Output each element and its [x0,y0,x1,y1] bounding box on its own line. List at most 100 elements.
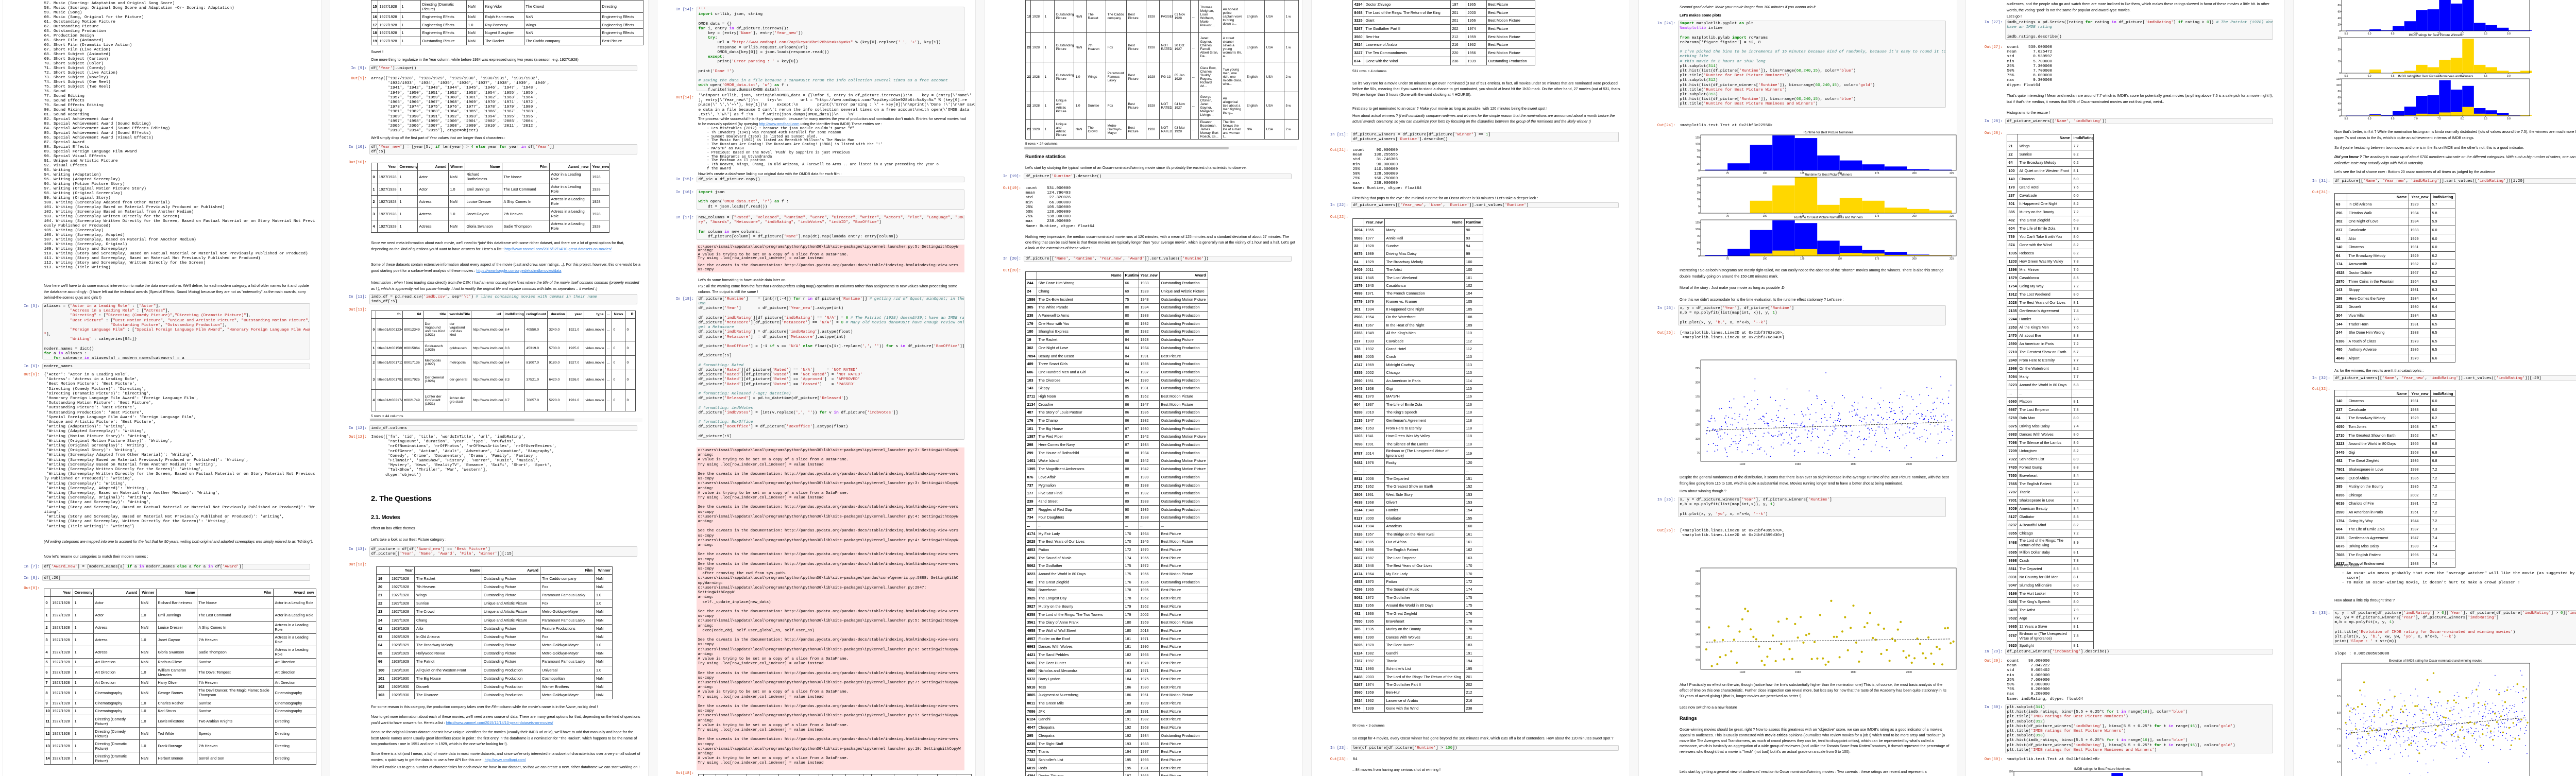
svg-text:Runtime for Best Picture Nomin: Runtime for Best Picture Nominees and Wi… [1794,216,1862,219]
svg-text:120: 120 [2336,78,2341,81]
svg-text:225: 225 [1696,367,1700,370]
svg-text:125: 125 [1696,221,1700,225]
svg-text:1960: 1960 [1795,463,1801,466]
svg-text:75: 75 [1697,452,1700,455]
svg-text:25: 25 [1697,163,1700,166]
svg-text:7.0: 7.0 [2414,32,2418,36]
svg-text:Evolution of IMDB rating for O: Evolution of IMDB rating for Oscar-nomin… [2389,659,2482,663]
svg-text:80: 80 [2337,90,2341,93]
svg-text:140: 140 [1696,633,1700,636]
svg-text:8.5: 8.5 [2484,32,2487,36]
svg-text:2000: 2000 [1906,463,1912,466]
svg-text:75: 75 [1726,172,1729,175]
svg-text:50: 50 [1697,156,1700,159]
svg-text:10: 10 [2337,60,2341,63]
svg-text:125: 125 [1696,424,1700,427]
svg-text:0: 0 [1698,255,1700,258]
svg-text:120: 120 [2009,770,2013,773]
svg-text:7.5: 7.5 [2337,728,2341,731]
svg-text:7.0: 7.0 [2414,75,2418,78]
svg-text:60: 60 [2337,96,2341,99]
svg-text:2000: 2000 [1906,671,1912,674]
svg-text:9.0: 9.0 [2507,117,2511,120]
svg-text:175: 175 [1875,257,1879,261]
svg-text:225: 225 [1950,257,1954,261]
svg-text:20: 20 [2337,48,2341,51]
svg-text:25: 25 [1697,248,1700,251]
svg-text:150: 150 [1838,215,1842,218]
svg-text:100: 100 [1763,257,1768,261]
svg-text:5.5: 5.5 [2345,117,2348,120]
svg-text:100: 100 [1696,228,1700,231]
svg-text:40: 40 [2337,102,2341,106]
svg-text:6.0: 6.0 [2368,75,2371,78]
svg-text:100: 100 [1696,659,1700,662]
svg-text:9.0: 9.0 [2337,679,2341,682]
svg-text:1940: 1940 [1739,463,1745,466]
svg-text:75: 75 [1726,257,1729,261]
svg-text:220: 220 [1696,583,1700,586]
svg-text:15: 15 [1697,191,1700,194]
svg-text:150: 150 [1696,409,1700,412]
svg-text:50: 50 [1697,242,1700,245]
svg-text:60: 60 [2337,10,2341,13]
svg-text:100: 100 [1763,215,1768,218]
svg-text:100: 100 [2336,0,2341,1]
svg-text:6.5: 6.5 [2391,32,2395,36]
svg-text:180: 180 [1696,608,1700,611]
svg-text:225: 225 [1950,215,1954,218]
svg-text:5.5: 5.5 [2345,32,2348,36]
svg-text:Runtime for Best Picture Nomin: Runtime for Best Picture Nominees [1804,131,1854,134]
svg-text:1980: 1980 [1851,463,1856,466]
svg-text:6.0: 6.0 [2368,117,2371,120]
svg-text:160: 160 [1696,621,1700,624]
svg-text:25: 25 [1697,178,1700,181]
svg-text:30: 30 [2337,37,2341,40]
svg-text:125: 125 [1800,215,1805,218]
svg-text:240: 240 [1696,570,1700,573]
svg-text:IMDB ratings for Best Picture: IMDB ratings for Best Picture Winners [2409,33,2462,37]
svg-text:5: 5 [1698,205,1700,208]
svg-text:175: 175 [1875,172,1879,175]
svg-text:9.0: 9.0 [2507,75,2511,78]
svg-text:75: 75 [1697,150,1700,153]
svg-text:8.5: 8.5 [2337,695,2341,698]
svg-text:7.0: 7.0 [2414,117,2418,120]
svg-text:10: 10 [1697,198,1700,201]
svg-text:150: 150 [1838,172,1842,175]
svg-text:80: 80 [2337,4,2341,7]
svg-text:9.0: 9.0 [2507,32,2511,36]
svg-text:125: 125 [1800,172,1805,175]
svg-text:200: 200 [1912,257,1917,261]
svg-text:20: 20 [2337,23,2341,26]
svg-text:0: 0 [2339,30,2341,33]
svg-text:20: 20 [1697,184,1700,187]
svg-text:Runtime for Best Picture Winne: Runtime for Best Picture Winners [1805,173,1852,177]
svg-text:225: 225 [1950,172,1954,175]
svg-text:20: 20 [2337,109,2341,112]
svg-text:8.0: 8.0 [2461,32,2464,36]
svg-text:1980: 1980 [1851,671,1856,674]
svg-text:40: 40 [2337,17,2341,20]
svg-text:8.5: 8.5 [2484,117,2487,120]
svg-text:7.5: 7.5 [2437,117,2441,120]
svg-text:125: 125 [1800,257,1805,261]
svg-text:1940: 1940 [1739,671,1745,674]
svg-text:6.5: 6.5 [2391,75,2395,78]
svg-text:8.0: 8.0 [2461,117,2464,120]
svg-text:8.0: 8.0 [2461,75,2464,78]
svg-text:175: 175 [1696,395,1700,399]
svg-text:200: 200 [1912,215,1917,218]
svg-text:100: 100 [1696,143,1700,146]
svg-text:120: 120 [1696,646,1700,649]
svg-text:100: 100 [2336,84,2341,87]
svg-text:7.5: 7.5 [2437,32,2441,36]
svg-text:100: 100 [1696,438,1700,441]
svg-text:5.5: 5.5 [2345,75,2348,78]
svg-text:125: 125 [1696,136,1700,140]
svg-text:8.0: 8.0 [2337,712,2341,715]
svg-text:0: 0 [1698,169,1700,173]
svg-text:6.0: 6.0 [2368,32,2371,36]
svg-text:7.5: 7.5 [2437,75,2441,78]
svg-text:0: 0 [1698,212,1700,215]
